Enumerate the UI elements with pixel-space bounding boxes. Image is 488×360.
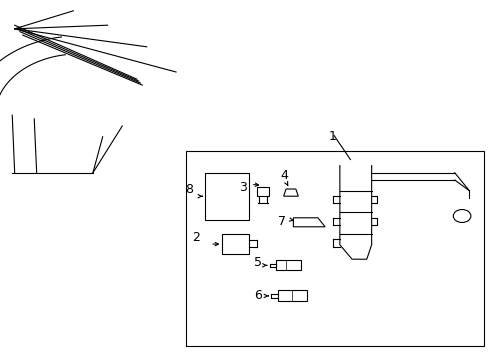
Bar xyxy=(256,187,268,196)
Bar xyxy=(222,234,249,254)
Text: 1: 1 xyxy=(328,130,336,143)
Text: 8: 8 xyxy=(185,183,193,195)
Bar xyxy=(277,290,306,301)
Text: 6: 6 xyxy=(253,289,261,302)
Bar xyxy=(205,173,249,220)
Text: 7: 7 xyxy=(278,215,285,228)
Text: 5: 5 xyxy=(253,256,261,269)
Text: 2: 2 xyxy=(192,231,200,244)
Bar xyxy=(185,151,483,346)
Text: 3: 3 xyxy=(239,181,246,194)
Bar xyxy=(276,260,300,270)
Text: 4: 4 xyxy=(280,169,288,182)
